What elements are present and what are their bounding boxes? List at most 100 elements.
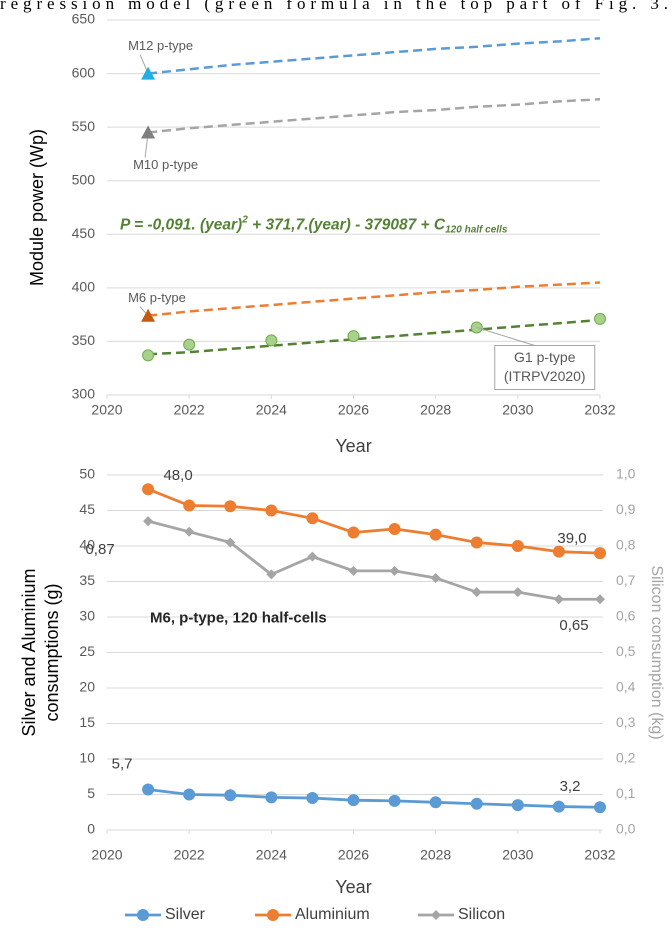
marker-triangle [141, 308, 156, 322]
y2-tick-label: 0,9 [616, 501, 636, 517]
y-tick-label: 20 [79, 679, 95, 695]
marker-circle [347, 526, 360, 539]
x-axis-label: Year [335, 436, 371, 456]
legend-label: Aluminium [295, 906, 370, 923]
marker-circle [429, 528, 442, 541]
formula-sup: 2 [241, 214, 248, 225]
marker-circle [594, 312, 606, 325]
x-tick-label: 2024 [256, 402, 287, 418]
x-axis-label: Year [335, 877, 371, 897]
y-tick-label: 600 [72, 64, 96, 80]
legend-label: Silver [165, 906, 206, 923]
y-tick-label: 500 [72, 171, 96, 187]
x-tick-label: 2028 [420, 847, 451, 863]
marker-circle [511, 799, 524, 812]
marker-diamond [595, 594, 605, 605]
marker-diamond [225, 537, 236, 548]
value-label: 48,0 [163, 467, 192, 484]
marker-circle [224, 500, 237, 513]
marker-circle [306, 792, 319, 805]
marker-diamond [143, 516, 154, 527]
series-line [147, 98, 601, 134]
y-tick-label: 0 [87, 821, 95, 837]
marker-circle [306, 512, 319, 525]
marker-circle [224, 789, 237, 802]
value-label: 5,7 [112, 755, 133, 772]
series-line [148, 318, 601, 356]
marker-diamond [348, 565, 359, 576]
legend-marker [431, 910, 441, 920]
x-tick-label: 2020 [91, 402, 122, 418]
marker-triangle [141, 125, 156, 139]
marker-circle [183, 788, 196, 801]
y-tick-label: 450 [72, 225, 96, 241]
x-tick-label: 2022 [174, 402, 205, 418]
marker-diamond [266, 569, 277, 580]
y-tick-label: 40 [79, 537, 95, 553]
caption-fragment: regression model (green formula in the t… [0, 0, 668, 13]
leader-line [476, 327, 535, 346]
marker-circle [183, 499, 196, 512]
y-tick-label: 50 [79, 466, 95, 482]
marker-circle [142, 349, 155, 362]
marker-diamond [553, 594, 564, 605]
marker-circle [265, 504, 278, 517]
legend-marker [267, 909, 279, 921]
y-tick-label: 10 [79, 750, 95, 766]
marker-circle [552, 545, 565, 558]
y2-tick-label: 0,6 [616, 608, 636, 624]
y-tick-label: 650 [72, 11, 96, 27]
marker-circle [552, 800, 565, 813]
marker-circle [594, 547, 606, 560]
x-tick-label: 2020 [91, 847, 122, 863]
series-line [147, 281, 601, 317]
x-tick-label: 2028 [420, 402, 451, 418]
y-tick-label: 30 [79, 608, 95, 624]
marker-circle [142, 483, 155, 496]
y2-tick-label: 0,8 [616, 537, 636, 553]
marker-circle [594, 801, 606, 814]
y2-tick-label: 0,7 [616, 572, 636, 588]
y2-tick-label: 0,0 [616, 821, 636, 837]
series-label: M10 p-type [133, 157, 198, 172]
y2-axis-label: Silicon consumption (kg) [648, 565, 665, 739]
marker-diamond [184, 526, 195, 537]
series-line [147, 487, 601, 555]
x-tick-label: 2030 [502, 402, 533, 418]
y2-tick-label: 0,2 [616, 750, 636, 766]
series-line [147, 519, 600, 601]
marker-circle [470, 536, 483, 549]
y-tick-label: 400 [72, 279, 96, 295]
marker-diamond [430, 572, 441, 583]
y2-tick-label: 0,3 [616, 714, 636, 730]
series-label: M6 p-type [128, 290, 186, 305]
y-tick-label: 350 [72, 332, 96, 348]
marker-circle [183, 338, 196, 351]
marker-circle [347, 330, 360, 343]
series-line [147, 788, 601, 809]
marker-diamond [471, 587, 482, 598]
formula-sub: 120 half cells [445, 224, 508, 235]
annotation: M6, p-type, 120 half-cells [150, 609, 327, 626]
value-label: 39,0 [557, 530, 586, 547]
y-tick-label: 25 [79, 643, 95, 659]
marker-circle [470, 797, 483, 810]
marker-circle [347, 794, 360, 807]
legend-marker [137, 909, 149, 921]
marker-diamond [389, 565, 400, 576]
marker-circle [511, 540, 524, 552]
y-axis-label: Silver and Aluminium [19, 568, 39, 736]
x-tick-label: 2032 [584, 402, 615, 418]
y-axis-label: consumptions (g) [42, 583, 62, 721]
y-tick-label: 35 [79, 572, 95, 588]
y-tick-label: 550 [72, 118, 96, 134]
series-line [147, 36, 601, 75]
marker-circle [388, 522, 401, 535]
x-tick-label: 2030 [502, 847, 533, 863]
formula-main: P = -0,091. (year) [120, 217, 242, 234]
x-tick-label: 2026 [338, 847, 369, 863]
x-tick-label: 2024 [256, 847, 287, 863]
legend-label: Silicon [458, 906, 505, 923]
